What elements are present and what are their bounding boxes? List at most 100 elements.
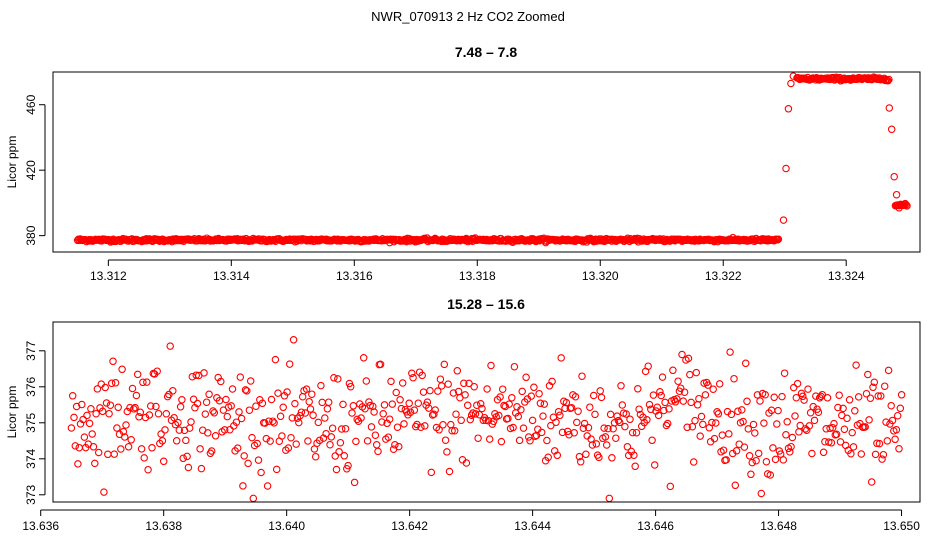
data-point — [253, 439, 261, 448]
data-point — [796, 421, 804, 430]
data-point — [137, 445, 146, 453]
data-point — [326, 440, 334, 449]
data-point — [786, 448, 794, 456]
data-point — [544, 453, 552, 462]
data-point — [756, 397, 764, 405]
data-point — [314, 418, 323, 427]
data-point — [417, 423, 425, 431]
data-point — [752, 456, 760, 465]
data-point — [862, 389, 871, 398]
data-point — [884, 366, 893, 375]
data-point — [167, 416, 176, 425]
data-point — [680, 388, 689, 396]
data-point — [615, 418, 624, 427]
data-point — [357, 414, 365, 422]
data-point — [692, 368, 701, 377]
data-point — [691, 416, 699, 425]
data-point — [693, 401, 702, 409]
data-point — [875, 439, 884, 448]
panel-bottom-x-tick-label: 13.648 — [760, 519, 797, 533]
data-point — [762, 457, 771, 466]
data-point — [196, 445, 204, 453]
data-point — [292, 440, 300, 448]
data-point — [660, 406, 668, 415]
data-point — [143, 378, 151, 386]
data-point — [709, 385, 717, 393]
data-point — [617, 382, 625, 390]
data-point — [806, 408, 815, 417]
data-point — [783, 418, 791, 426]
data-point — [387, 377, 395, 386]
data-point — [371, 431, 380, 439]
data-point — [604, 424, 612, 433]
data-point — [466, 415, 475, 424]
data-point — [663, 419, 672, 428]
data-point — [887, 125, 896, 134]
data-point — [584, 423, 593, 432]
data-point — [71, 442, 80, 450]
data-point — [237, 414, 246, 423]
data-point — [317, 381, 325, 390]
data-point — [105, 409, 113, 418]
data-point — [650, 461, 659, 469]
panel-top-x-tick-label: 13.314 — [213, 269, 250, 283]
panel-bottom-y-tick-label: 377 — [24, 340, 38, 360]
figure-title: NWR_070913 2 Hz CO2 Zoomed — [371, 9, 565, 24]
data-point — [678, 350, 686, 359]
panel-top-y-label: Licor ppm — [5, 136, 19, 189]
panel-bottom-x-axis: 13.636 13.638 13.640 13.642 13.644 13.646 13.6… — [22, 509, 920, 533]
data-point — [136, 408, 145, 417]
data-point — [363, 437, 372, 445]
data-point — [606, 410, 615, 419]
data-point — [710, 434, 719, 443]
data-point — [158, 437, 167, 445]
data-point — [605, 494, 614, 503]
data-point — [712, 419, 720, 427]
data-point — [241, 386, 250, 394]
data-point — [274, 389, 282, 397]
data-point — [110, 450, 119, 458]
data-point — [890, 172, 898, 181]
data-point — [161, 426, 169, 434]
data-point — [302, 385, 311, 393]
data-point — [589, 391, 598, 400]
data-point — [204, 429, 212, 437]
data-point — [189, 395, 198, 404]
data-point — [830, 419, 838, 428]
data-point — [575, 452, 584, 461]
data-point — [107, 379, 116, 388]
data-point — [435, 426, 443, 434]
data-point — [424, 404, 433, 412]
data-point — [701, 391, 710, 399]
data-point — [217, 377, 225, 386]
data-point — [127, 436, 135, 444]
data-point — [554, 407, 563, 416]
data-point — [315, 436, 324, 445]
data-point — [662, 421, 671, 430]
data-point — [309, 411, 317, 420]
data-point — [567, 403, 576, 412]
data-point — [391, 441, 399, 449]
data-point — [169, 387, 177, 395]
data-point — [119, 427, 128, 436]
data-point — [613, 412, 621, 420]
data-point — [601, 433, 610, 441]
data-point — [148, 444, 156, 452]
panel-bottom-y-axis: 373 374 375 376 377 — [24, 340, 46, 505]
data-point — [902, 201, 910, 209]
data-point — [304, 437, 312, 445]
data-point — [754, 449, 763, 458]
data-point — [157, 430, 165, 438]
data-point — [714, 410, 723, 418]
panel-top-y-tick-label: 460 — [24, 94, 38, 114]
data-point — [453, 367, 462, 375]
data-point — [166, 342, 174, 350]
data-point — [471, 410, 480, 418]
data-point — [861, 423, 869, 431]
panel-bottom-x-tick-label: 13.642 — [391, 519, 428, 533]
data-point — [187, 418, 195, 426]
data-point — [748, 458, 756, 467]
data-point — [159, 457, 168, 466]
data-point — [683, 423, 691, 432]
data-point — [732, 447, 741, 455]
